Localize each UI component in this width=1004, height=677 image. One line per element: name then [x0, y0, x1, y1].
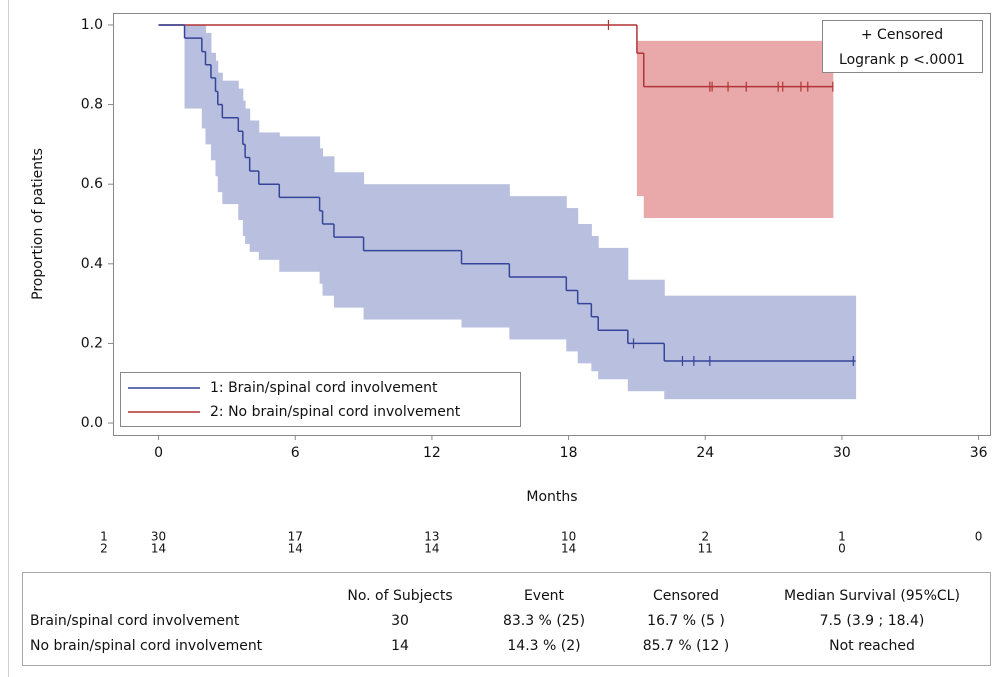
legend-label: 2: No brain/spinal cord involvement	[210, 404, 461, 420]
confidence-band	[566, 208, 579, 352]
overlay: 0.00.20.40.60.81.00 6 12 18 24 30 361: Brain/s…	[30, 17, 988, 654]
confidence-band	[577, 224, 592, 364]
table-cell: Brain/spinal cord involvement	[30, 613, 240, 629]
risk-row-label: 2	[100, 542, 108, 556]
x-axis-label: Months	[526, 489, 577, 505]
plot	[158, 19, 857, 400]
confidence-band	[258, 132, 280, 260]
confidence-band	[461, 184, 510, 328]
y-tick-label: 0.0	[81, 415, 103, 431]
confidence-band	[245, 108, 251, 244]
table-header: Event	[524, 588, 565, 604]
confidence-band	[279, 136, 321, 272]
risk-count: 2	[701, 530, 709, 544]
risk-count: 14	[424, 542, 439, 556]
confidence-band	[591, 235, 599, 372]
confidence-band	[242, 100, 246, 236]
confidence-band	[222, 80, 239, 205]
legend-label: 1: Brain/spinal cord involvement	[210, 380, 438, 396]
legend-box	[120, 372, 521, 427]
table-cell: 14	[391, 638, 409, 654]
plot-frame	[113, 13, 991, 436]
confidence-band	[238, 88, 244, 221]
confidence-band	[598, 247, 629, 380]
confidence-band	[322, 156, 335, 296]
table-header: Median Survival (95%CL)	[784, 588, 960, 604]
risk-count: 14	[288, 542, 303, 556]
risk-count: 14	[151, 542, 166, 556]
x-tick-label: 0	[154, 445, 163, 461]
table-cell: 16.7 % (5 )	[647, 613, 725, 629]
confidence-band	[217, 72, 223, 193]
confidence-band	[205, 32, 212, 145]
confidence-band	[643, 40, 834, 219]
x-tick-label: 30	[833, 445, 851, 461]
inset-text: + Censored	[861, 27, 943, 43]
y-tick-label: 0.2	[81, 335, 103, 351]
confidence-band	[627, 279, 665, 392]
y-tick-label: 0.8	[81, 97, 103, 113]
confidence-band	[636, 40, 645, 197]
table-cell: No brain/spinal cord involvement	[30, 638, 263, 654]
table-header: Censored	[653, 588, 719, 604]
confidence-band	[664, 295, 857, 400]
confidence-band	[509, 196, 567, 340]
inset-box	[822, 20, 983, 73]
risk-count: 30	[151, 530, 166, 544]
inset-text: Logrank p <.0001	[839, 52, 965, 68]
table-cell: Not reached	[829, 638, 915, 654]
risk-count: 0	[838, 542, 846, 556]
risk-count: 1	[838, 530, 846, 544]
confidence-band	[249, 120, 260, 252]
y-tick-label: 1.0	[81, 17, 103, 33]
y-axis-label: Proportion of patients	[30, 148, 46, 300]
risk-row-label: 1	[100, 530, 108, 544]
risk-count: 13	[424, 530, 439, 544]
table-cell: 85.7 % (12 )	[643, 638, 730, 654]
x-tick-label: 12	[423, 445, 441, 461]
x-tick-label: 24	[696, 445, 714, 461]
x-tick-label: 6	[291, 445, 300, 461]
table-cell: 83.3 % (25)	[503, 613, 585, 629]
confidence-band	[319, 148, 324, 284]
table-cell: 14.3 % (2)	[507, 638, 580, 654]
confidence-band	[184, 24, 203, 109]
risk-count: 11	[698, 542, 713, 556]
confidence-band	[363, 184, 463, 320]
risk-count: 14	[561, 542, 576, 556]
confidence-band	[210, 52, 217, 161]
summary-box	[22, 572, 991, 666]
table-cell: 7.5 (3.9 ; 18.4)	[820, 613, 925, 629]
confidence-band	[201, 24, 206, 129]
risk-count: 0	[975, 530, 983, 544]
x-tick-label: 18	[560, 445, 578, 461]
confidence-band	[215, 60, 219, 177]
table-header: No. of Subjects	[347, 588, 452, 604]
y-tick-label: 0.4	[81, 256, 103, 272]
table-cell: 30	[391, 613, 409, 629]
confidence-band	[333, 172, 365, 308]
x-tick-label: 36	[970, 445, 988, 461]
risk-count: 10	[561, 530, 576, 544]
risk-count: 17	[288, 530, 303, 544]
y-tick-label: 0.6	[81, 176, 103, 192]
